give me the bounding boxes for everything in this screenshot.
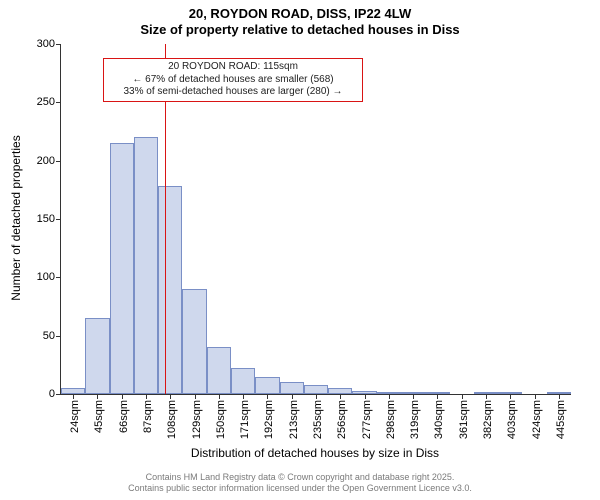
x-tick-mark	[97, 394, 98, 399]
x-tick-label: 24sqm	[69, 400, 81, 433]
x-tick-mark	[413, 394, 414, 399]
histogram-bar	[280, 382, 304, 394]
footer-line-2: Contains public sector information licen…	[0, 483, 600, 494]
histogram-bar	[207, 347, 231, 394]
y-tick-mark	[56, 219, 61, 220]
footer-line-1: Contains HM Land Registry data © Crown c…	[0, 472, 600, 483]
x-tick-mark	[462, 394, 463, 399]
histogram-bar	[110, 143, 134, 394]
x-tick-mark	[340, 394, 341, 399]
x-tick-label: 277sqm	[361, 400, 373, 439]
chart-title: 20, ROYDON ROAD, DISS, IP22 4LW Size of …	[0, 0, 600, 37]
callout-box: 20 ROYDON ROAD: 115sqm ← 67% of detached…	[103, 58, 363, 102]
x-tick-mark	[122, 394, 123, 399]
x-tick-label: 298sqm	[385, 400, 397, 439]
x-axis-label: Distribution of detached houses by size …	[60, 446, 570, 460]
histogram-bar	[158, 186, 182, 394]
x-tick-label: 192sqm	[263, 400, 275, 439]
x-tick-label: 108sqm	[166, 400, 178, 439]
histogram-bar	[182, 289, 206, 394]
x-tick-label: 87sqm	[142, 400, 154, 433]
x-tick-mark	[292, 394, 293, 399]
y-tick-mark	[56, 44, 61, 45]
x-tick-mark	[219, 394, 220, 399]
x-tick-mark	[267, 394, 268, 399]
x-tick-mark	[243, 394, 244, 399]
x-tick-mark	[535, 394, 536, 399]
title-line-2: Size of property relative to detached ho…	[0, 22, 600, 38]
x-tick-label: 66sqm	[118, 400, 130, 433]
x-tick-mark	[365, 394, 366, 399]
histogram-bar	[134, 137, 158, 394]
x-tick-label: 171sqm	[239, 400, 251, 439]
x-tick-label: 256sqm	[336, 400, 348, 439]
y-tick-mark	[56, 336, 61, 337]
x-tick-label: 403sqm	[506, 400, 518, 439]
x-tick-mark	[316, 394, 317, 399]
x-tick-label: 235sqm	[312, 400, 324, 439]
footer-attribution: Contains HM Land Registry data © Crown c…	[0, 472, 600, 494]
x-tick-mark	[146, 394, 147, 399]
y-tick-mark	[56, 161, 61, 162]
x-tick-label: 213sqm	[288, 400, 300, 439]
x-tick-mark	[559, 394, 560, 399]
x-tick-label: 319sqm	[409, 400, 421, 439]
histogram-bar	[255, 377, 279, 395]
x-tick-mark	[389, 394, 390, 399]
y-tick-mark	[56, 277, 61, 278]
histogram-bar	[231, 368, 255, 394]
y-tick-mark	[56, 394, 61, 395]
y-tick-mark	[56, 102, 61, 103]
x-tick-label: 361sqm	[458, 400, 470, 439]
x-tick-label: 340sqm	[433, 400, 445, 439]
x-tick-mark	[195, 394, 196, 399]
x-tick-label: 445sqm	[555, 400, 567, 439]
callout-line-2: ← 67% of detached houses are smaller (56…	[108, 74, 358, 87]
x-tick-mark	[170, 394, 171, 399]
x-tick-label: 45sqm	[93, 400, 105, 433]
x-tick-mark	[73, 394, 74, 399]
callout-line-3: 33% of semi-detached houses are larger (…	[108, 86, 358, 99]
x-tick-label: 382sqm	[482, 400, 494, 439]
y-axis-label: Number of detached properties	[9, 43, 23, 393]
x-tick-label: 129sqm	[191, 400, 203, 439]
x-tick-mark	[437, 394, 438, 399]
x-tick-mark	[486, 394, 487, 399]
callout-line-1: 20 ROYDON ROAD: 115sqm	[108, 61, 358, 74]
histogram-bar	[85, 318, 109, 394]
x-tick-label: 424sqm	[531, 400, 543, 439]
title-line-1: 20, ROYDON ROAD, DISS, IP22 4LW	[0, 6, 600, 22]
x-tick-mark	[510, 394, 511, 399]
histogram-bar	[304, 385, 328, 394]
x-tick-label: 150sqm	[215, 400, 227, 439]
